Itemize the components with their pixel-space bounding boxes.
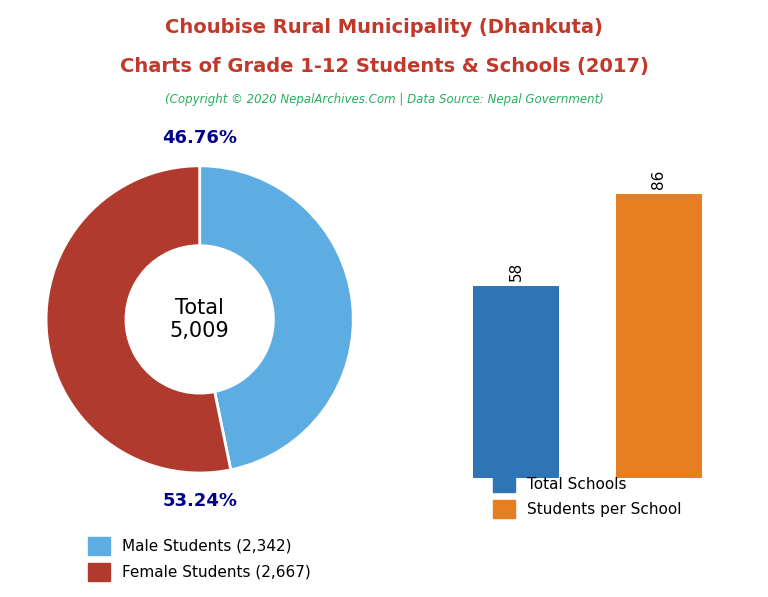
Text: 58: 58 — [508, 262, 524, 281]
Bar — [616, 194, 702, 478]
Text: 53.24%: 53.24% — [162, 492, 237, 510]
Legend: Total Schools, Students per School: Total Schools, Students per School — [486, 467, 689, 525]
Text: Total
5,009: Total 5,009 — [170, 298, 230, 341]
Text: (Copyright © 2020 NepalArchives.Com | Data Source: Nepal Government): (Copyright © 2020 NepalArchives.Com | Da… — [164, 93, 604, 106]
Text: Charts of Grade 1-12 Students & Schools (2017): Charts of Grade 1-12 Students & Schools … — [120, 57, 648, 76]
Text: 86: 86 — [651, 170, 667, 189]
Bar — [473, 287, 559, 478]
Wedge shape — [46, 166, 230, 473]
Text: 46.76%: 46.76% — [162, 129, 237, 147]
Legend: Male Students (2,342), Female Students (2,667): Male Students (2,342), Female Students (… — [81, 530, 319, 588]
Text: Choubise Rural Municipality (Dhankuta): Choubise Rural Municipality (Dhankuta) — [165, 18, 603, 37]
Wedge shape — [200, 166, 353, 470]
